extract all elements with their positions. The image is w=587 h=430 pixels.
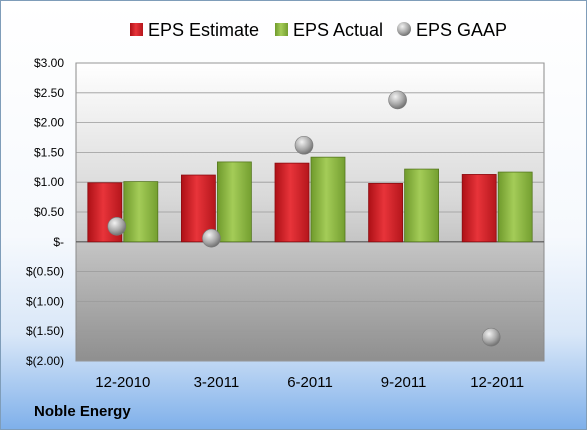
y-tick-label: $2.50 xyxy=(34,86,64,100)
legend-swatch-eps-gaap xyxy=(397,22,411,36)
legend-label-eps-actual: EPS Actual xyxy=(293,20,383,40)
x-tick-label: 6-2011 xyxy=(287,374,333,391)
bar-eps-actual xyxy=(310,156,346,243)
gaap-points xyxy=(107,90,501,347)
x-tick-label: 3-2011 xyxy=(194,374,240,391)
eps-chart: $3.00 $2.50 $2.00 $1.50 $1.00 $0.50 $- $(0.50) $… xyxy=(26,20,545,391)
point-eps-gaap xyxy=(388,90,407,110)
bar-eps-actual xyxy=(404,168,440,243)
x-tick-label: 9-2011 xyxy=(381,374,427,391)
company-name: Noble Energy xyxy=(34,403,131,420)
point-eps-gaap xyxy=(481,327,501,347)
bars xyxy=(87,156,533,243)
y-tick-label: $1.00 xyxy=(34,175,64,189)
bar-eps-estimate xyxy=(274,162,310,243)
y-axis-ticks: $3.00 $2.50 $2.00 $1.50 $1.00 $0.50 $- $(0.50) $… xyxy=(26,56,64,368)
x-tick-label: 12-2011 xyxy=(470,374,524,391)
y-tick-label: $1.50 xyxy=(34,145,64,159)
y-tick-label: $(0.50) xyxy=(26,265,64,279)
y-tick-label: $3.00 xyxy=(34,56,64,70)
point-eps-gaap xyxy=(107,217,127,236)
bar-eps-estimate xyxy=(368,182,404,243)
bar-eps-actual xyxy=(123,181,159,243)
bar-eps-actual xyxy=(216,161,252,243)
legend-swatch-eps-actual xyxy=(275,23,288,36)
legend: EPS Estimate EPS Actual EPS GAAP xyxy=(130,20,507,40)
y-tick-label: $0.50 xyxy=(34,205,64,219)
legend-swatch-eps-estimate xyxy=(130,23,143,36)
point-eps-gaap xyxy=(202,228,221,248)
bar-eps-estimate xyxy=(461,174,497,243)
y-tick-label: $(2.00) xyxy=(26,354,64,368)
bar-eps-actual xyxy=(497,171,533,243)
x-tick-label: 12-2010 xyxy=(95,374,150,391)
y-tick-label: $- xyxy=(53,235,64,249)
y-tick-label: $2.00 xyxy=(34,116,64,130)
legend-label-eps-estimate: EPS Estimate xyxy=(148,20,259,40)
x-axis-ticks: 12-2010 3-2011 6-2011 9-2011 12-2011 xyxy=(95,374,524,391)
point-eps-gaap xyxy=(294,135,314,155)
y-tick-label: $(1.50) xyxy=(26,324,64,338)
legend-label-eps-gaap: EPS GAAP xyxy=(416,20,507,40)
y-tick-label: $(1.00) xyxy=(26,294,64,308)
